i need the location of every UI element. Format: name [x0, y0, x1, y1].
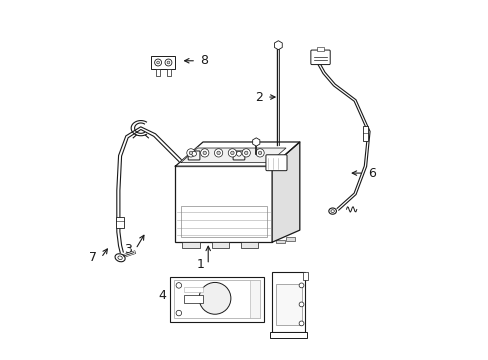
Circle shape	[191, 151, 196, 156]
Bar	[166, 69, 170, 76]
FancyBboxPatch shape	[188, 151, 200, 160]
Bar	[249, 280, 260, 318]
Text: 2: 2	[254, 91, 262, 104]
Circle shape	[186, 149, 195, 157]
Circle shape	[216, 151, 220, 154]
Bar	[276, 240, 285, 243]
Circle shape	[200, 149, 208, 157]
Circle shape	[299, 302, 304, 307]
Circle shape	[299, 283, 304, 288]
Bar	[151, 56, 175, 69]
Circle shape	[176, 283, 181, 288]
FancyBboxPatch shape	[265, 155, 286, 171]
Bar	[303, 271, 308, 280]
Bar	[275, 284, 301, 325]
Ellipse shape	[118, 256, 122, 260]
Bar	[272, 271, 305, 332]
Bar	[182, 242, 199, 248]
Text: 6: 6	[367, 167, 375, 180]
Circle shape	[228, 149, 236, 157]
Ellipse shape	[330, 210, 334, 212]
Circle shape	[299, 321, 304, 326]
Text: 7: 7	[89, 251, 97, 264]
Bar	[183, 295, 203, 303]
FancyBboxPatch shape	[310, 50, 329, 64]
Text: 3: 3	[123, 243, 131, 256]
Circle shape	[189, 151, 192, 154]
Bar	[316, 47, 324, 51]
Text: 5: 5	[270, 293, 279, 306]
Circle shape	[164, 59, 172, 66]
Polygon shape	[181, 148, 285, 163]
Bar	[175, 166, 272, 242]
Circle shape	[167, 61, 169, 64]
Bar	[183, 287, 203, 292]
Circle shape	[156, 61, 159, 64]
Bar	[170, 277, 263, 322]
Circle shape	[244, 151, 247, 154]
Circle shape	[214, 149, 222, 157]
Circle shape	[203, 151, 206, 154]
Circle shape	[230, 151, 234, 154]
Bar	[241, 242, 258, 248]
Ellipse shape	[328, 208, 336, 214]
Bar	[116, 217, 124, 228]
Circle shape	[154, 59, 161, 66]
Polygon shape	[175, 142, 299, 166]
Circle shape	[255, 149, 264, 157]
Text: 1: 1	[196, 258, 203, 271]
Bar	[285, 237, 294, 241]
Bar	[180, 206, 266, 237]
Ellipse shape	[115, 254, 125, 262]
FancyBboxPatch shape	[233, 151, 244, 160]
Bar	[173, 280, 260, 318]
Circle shape	[199, 283, 230, 314]
Text: 8: 8	[200, 54, 208, 67]
Bar	[270, 332, 306, 338]
Text: 4: 4	[158, 289, 166, 302]
Circle shape	[176, 310, 181, 316]
Circle shape	[242, 149, 250, 157]
Circle shape	[236, 151, 241, 156]
Bar	[211, 242, 228, 248]
Polygon shape	[272, 142, 299, 242]
Circle shape	[258, 151, 261, 154]
Bar	[362, 126, 367, 141]
Bar	[155, 69, 160, 76]
